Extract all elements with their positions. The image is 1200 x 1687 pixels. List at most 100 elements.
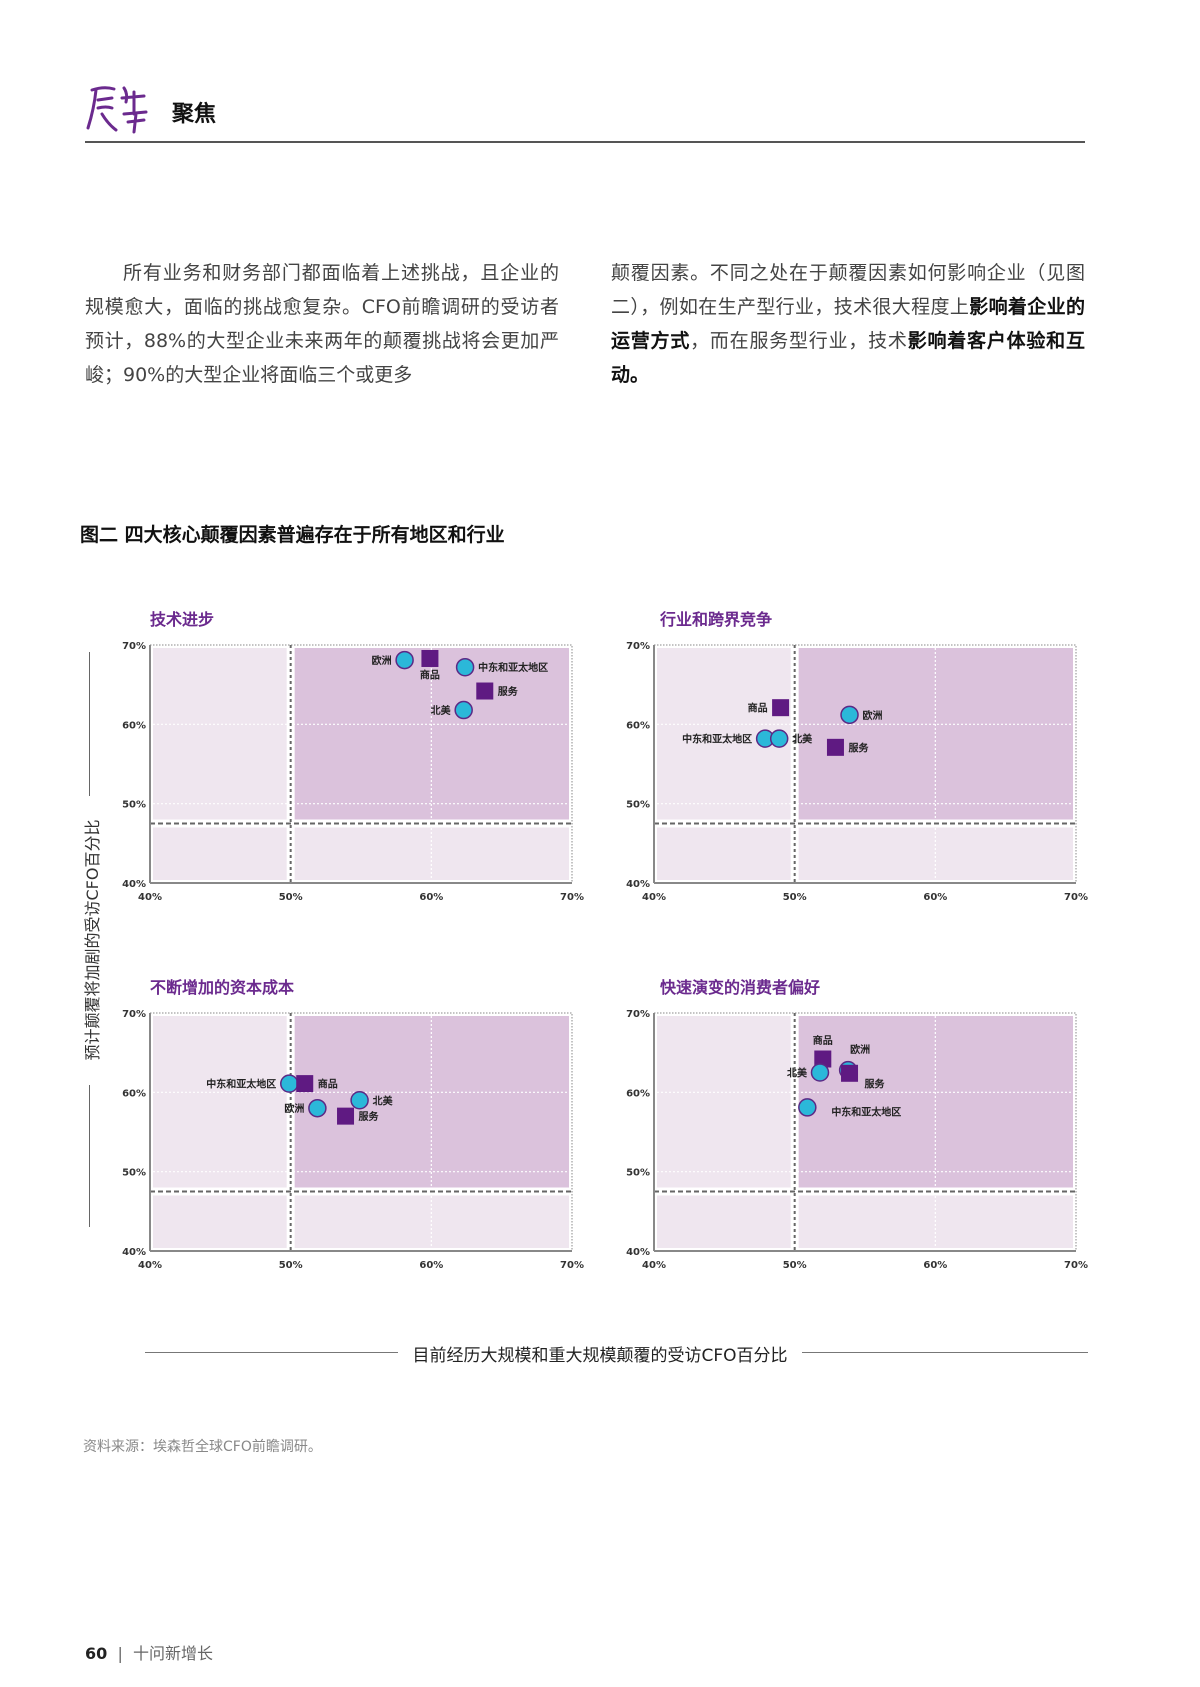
x-axis-label: 目前经历大规模和重大规模颠覆的受访CFO百分比	[0, 1341, 1200, 1366]
data-point-square	[476, 682, 494, 700]
data-point-circle	[350, 1091, 369, 1110]
y-axis-arrow-line	[89, 1085, 90, 1227]
data-point-label: 欧洲	[863, 709, 883, 722]
data-point-label: 中东和亚太地区	[682, 733, 752, 746]
data-point-label: 中东和亚太地区	[831, 1105, 901, 1118]
x-tick-label: 60%	[923, 1260, 947, 1271]
data-point-label: 欧洲	[850, 1043, 870, 1056]
data-point-circle	[454, 700, 473, 720]
x-tick-label: 40%	[138, 892, 162, 903]
x-axis-label-text: 目前经历大规模和重大规模颠覆的受访CFO百分比	[398, 1346, 802, 1366]
data-point-label: 北美	[792, 733, 813, 746]
x-tick-label: 60%	[419, 892, 443, 903]
x-tick-label: 40%	[138, 1260, 162, 1271]
y-tick-label: 40%	[626, 1247, 650, 1258]
data-point-circle	[840, 705, 859, 725]
x-tick-label: 70%	[1064, 892, 1088, 903]
publication-title: 十问新增长	[133, 1644, 214, 1663]
chart-title-1: 技术进步	[150, 610, 215, 629]
y-tick-label: 40%	[626, 879, 650, 890]
y-tick-label: 60%	[626, 1088, 650, 1099]
x-tick-label: 70%	[560, 1260, 584, 1271]
y-tick-label: 70%	[626, 1009, 650, 1020]
y-axis-label-text: 预计颠覆将加剧的受访CFO百分比	[83, 819, 102, 1061]
quadrant-bottom-left	[153, 1195, 287, 1248]
data-point-label: 商品	[813, 1034, 833, 1047]
data-point-label: 商品	[420, 668, 440, 681]
data-point-square	[296, 1075, 314, 1093]
chart-title-3: 不断增加的资本成本	[150, 978, 295, 997]
data-point-label: 北美	[431, 704, 452, 717]
x-tick-label: 60%	[923, 892, 947, 903]
y-tick-label: 60%	[626, 720, 650, 731]
quadrant-bottom-left	[153, 827, 287, 880]
data-point-circle	[810, 1063, 830, 1082]
page-number: 60	[85, 1644, 108, 1663]
y-tick-label: 70%	[122, 1009, 146, 1020]
x-tick-label: 50%	[279, 1260, 303, 1271]
quadrant-top-left	[657, 1016, 791, 1188]
x-tick-label: 50%	[279, 892, 303, 903]
y-tick-label: 50%	[122, 800, 146, 811]
paragraph-right: 颠覆因素。不同之处在于颠覆因素如何影响企业（见图二），例如在生产型行业，技术很大…	[611, 256, 1085, 392]
header-divider	[85, 141, 1085, 143]
data-point-label: 中东和亚太地区	[478, 661, 548, 674]
chart-title-2: 行业和跨界竞争	[660, 610, 773, 629]
paragraph-bold: 影响着客户体验和互动。	[611, 330, 1085, 386]
y-tick-label: 50%	[122, 1168, 146, 1179]
x-tick-label: 70%	[560, 892, 584, 903]
data-point-label: 欧洲	[372, 654, 392, 667]
section-title: 聚焦	[172, 102, 217, 127]
paragraph-text: ，而在服务型行业，技术	[690, 330, 908, 352]
data-point-label: 北美	[373, 1094, 394, 1107]
source-note: 资料来源：埃森哲全球CFO前瞻调研。	[83, 1439, 322, 1455]
data-point-label: 服务	[498, 685, 519, 698]
y-tick-label: 70%	[626, 641, 650, 652]
data-point-square	[826, 738, 844, 756]
data-point-square	[337, 1107, 355, 1125]
data-point-label: 欧洲	[284, 1102, 304, 1115]
quadrant-top-left	[153, 648, 287, 820]
y-axis-label: 预计颠覆将加剧的受访CFO百分比	[78, 800, 104, 1080]
data-point-square	[841, 1064, 859, 1082]
footer: 60 | 十问新增长	[85, 1640, 213, 1664]
quadrant-top-left	[153, 1016, 287, 1188]
data-point-circle	[308, 1098, 327, 1118]
data-point-circle	[395, 650, 414, 670]
y-tick-label: 40%	[122, 1247, 146, 1258]
data-point-circle	[455, 657, 475, 677]
y-tick-label: 40%	[122, 879, 146, 890]
data-point-label: 中东和亚太地区	[206, 1078, 276, 1091]
paragraph-left: 所有业务和财务部门都面临着上述挑战，且企业的规模愈大，面临的挑战愈复杂。CFO前…	[85, 256, 559, 392]
x-tick-label: 50%	[783, 1260, 807, 1271]
data-point-square	[421, 649, 439, 667]
x-tick-label: 40%	[642, 892, 666, 903]
data-point-square	[814, 1050, 832, 1068]
chart-title-4: 快速演变的消费者偏好	[660, 978, 821, 997]
data-point-square	[772, 699, 790, 717]
data-point-circle	[769, 729, 789, 748]
paragraph-left-text: 所有业务和财务部门都面临着上述挑战，且企业的规模愈大，面临的挑战愈复杂。CFO前…	[85, 262, 559, 386]
y-tick-label: 70%	[122, 641, 146, 652]
figure-title: 图二 四大核心颠覆因素普遍存在于所有地区和行业	[80, 524, 505, 546]
paragraph-bold: 影响着企业的运营方式	[611, 296, 1085, 352]
data-point-circle	[798, 1098, 817, 1117]
x-tick-label: 40%	[642, 1260, 666, 1271]
data-point-label: 服务	[865, 1077, 886, 1090]
x-tick-label: 70%	[1064, 1260, 1088, 1271]
data-point-label: 服务	[359, 1110, 380, 1123]
y-tick-label: 50%	[626, 800, 650, 811]
y-axis-arrow-line	[89, 652, 90, 796]
data-point-label: 北美	[787, 1067, 808, 1080]
logo	[86, 86, 148, 134]
quadrant-bottom-left	[657, 1195, 791, 1248]
data-point-label: 商品	[318, 1078, 338, 1091]
y-tick-label: 60%	[122, 720, 146, 731]
data-point-circle	[280, 1074, 299, 1093]
y-tick-label: 50%	[626, 1168, 650, 1179]
data-point-label: 商品	[748, 702, 768, 715]
